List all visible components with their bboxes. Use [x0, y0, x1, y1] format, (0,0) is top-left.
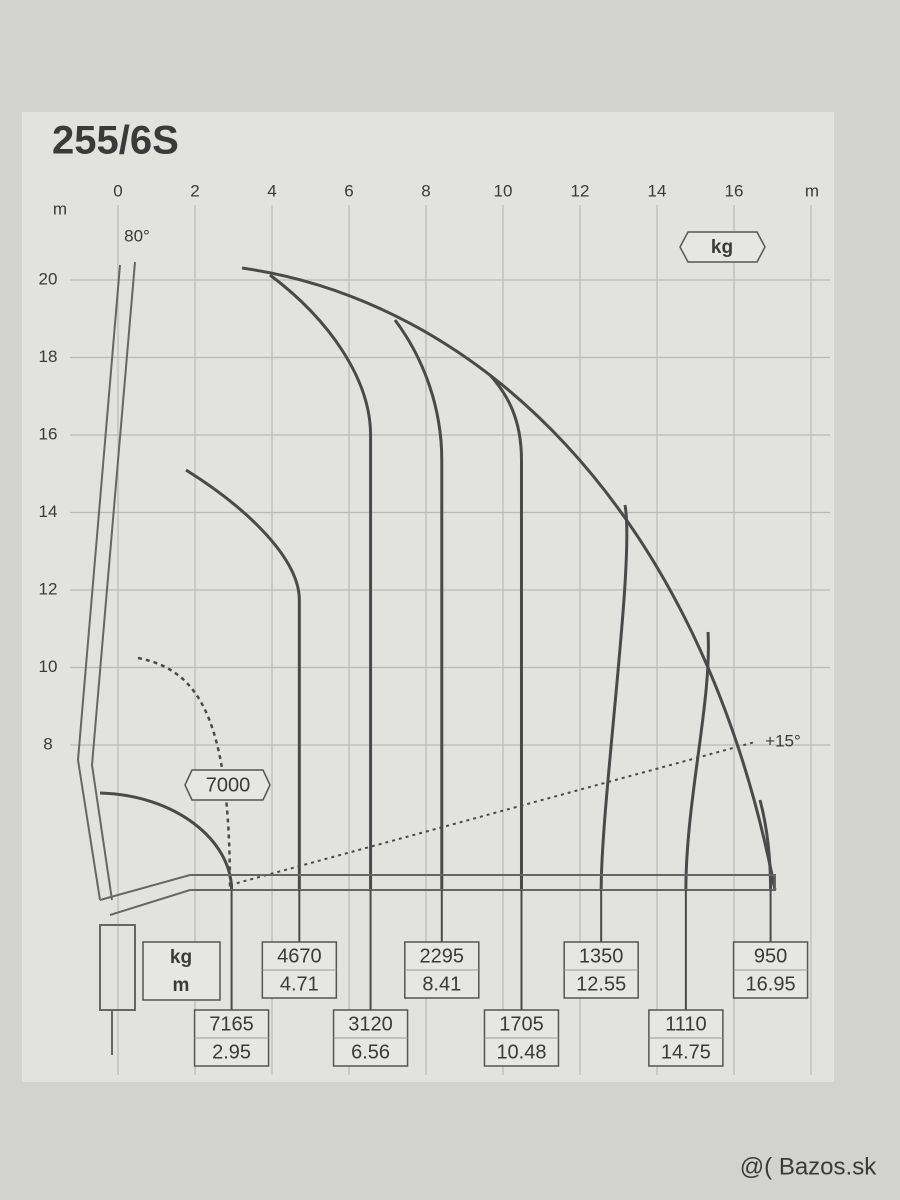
- x-tick-label: 10: [494, 181, 513, 200]
- load-kg: 4670: [277, 945, 322, 967]
- dashed-load-tag: [184, 769, 271, 801]
- watermark: @( Bazos.sk: [740, 1153, 877, 1180]
- legend-box: [142, 941, 221, 1001]
- load-m: 4.71: [280, 973, 319, 995]
- x-unit: m: [805, 181, 819, 200]
- dashed-curve: [137, 656, 232, 891]
- grid: 0 2 4 6 8 10 12 14 16 8 10 12 14 16 18 20: [39, 181, 830, 1075]
- x-tick-label: 4: [267, 181, 276, 200]
- load-m: 6.56: [351, 1041, 390, 1063]
- load-m: 10.48: [496, 1041, 546, 1063]
- y-tick-label: 8: [43, 734, 52, 753]
- load-curves: [99, 273, 773, 891]
- load-curve: [185, 468, 301, 890]
- y-tick-label: 18: [39, 347, 58, 366]
- load-curve: [393, 319, 444, 890]
- x-tick-label: 0: [113, 181, 122, 200]
- load-curve: [99, 791, 234, 891]
- load-kg: 1110: [665, 1013, 707, 1035]
- load-m: 16.95: [746, 973, 796, 995]
- load-m: 14.75: [661, 1041, 711, 1063]
- load-kg: 3120: [348, 1013, 393, 1035]
- load-m: 8.41: [422, 973, 461, 995]
- extension-angle: +15°: [765, 731, 801, 750]
- load-boxes: 7165 2.95 4670 4.71 3120 6.56 2295 8.41 1705 10.4…: [193, 890, 809, 1067]
- y-tick-label: 14: [39, 502, 58, 521]
- load-curve: [488, 373, 523, 890]
- y-tick-label: 12: [39, 579, 58, 598]
- load-kg: 1705: [499, 1013, 544, 1035]
- x-tick-label: 12: [571, 181, 590, 200]
- unit-tag-text: kg: [711, 237, 733, 258]
- dashed-load: 7000: [206, 774, 251, 796]
- x-tick-label: 2: [190, 181, 199, 200]
- x-tick-label: 8: [421, 181, 430, 200]
- crane: [76, 261, 776, 1055]
- boom-angle: 80°: [124, 226, 150, 245]
- load-kg: 7165: [209, 1013, 254, 1035]
- outer-envelope: [241, 266, 777, 891]
- x-tick-label: 16: [725, 181, 744, 200]
- load-curve: [684, 631, 710, 891]
- legend-kg: kg: [170, 947, 192, 968]
- load-curve: [758, 799, 773, 891]
- load-curve: [599, 504, 629, 891]
- title: 255/6S: [52, 119, 179, 163]
- x-tick-label: 14: [648, 181, 667, 200]
- y-tick-label: 16: [39, 424, 58, 443]
- unit-tag: [679, 231, 766, 263]
- load-kg: 950: [754, 945, 787, 967]
- y-tick-label: 20: [39, 269, 58, 288]
- load-m: 2.95: [212, 1041, 251, 1063]
- paper: [22, 112, 834, 1082]
- load-kg: 1350: [579, 945, 624, 967]
- y-tick-label: 10: [39, 657, 58, 676]
- legend-m: m: [173, 975, 190, 996]
- load-curve: [269, 273, 373, 890]
- x-tick-label: 6: [344, 181, 353, 200]
- load-m: 12.55: [576, 973, 626, 995]
- y-unit: m: [53, 199, 67, 218]
- load-kg: 2295: [420, 945, 465, 967]
